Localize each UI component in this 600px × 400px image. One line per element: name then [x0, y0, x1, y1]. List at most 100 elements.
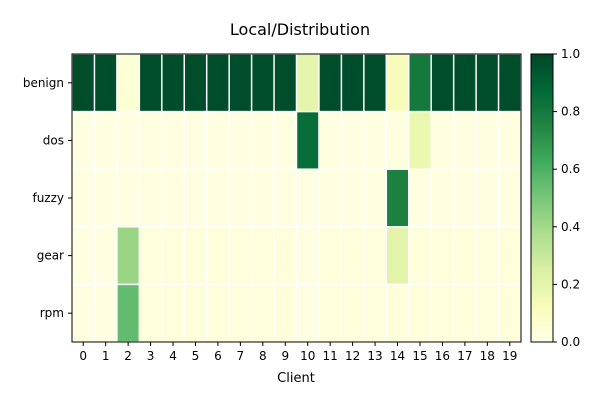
x-tick-label: 16: [435, 349, 450, 363]
y-tick-label: dos: [43, 133, 64, 147]
heatmap-cell: [476, 112, 498, 169]
heatmap-cell: [387, 169, 408, 227]
heatmap-cell: [364, 54, 386, 111]
x-axis-ticks: 0 1 2 3 4 5 6 7 8 9 10 11 12 13 14 15 16 17 18 19: [79, 342, 517, 363]
heatmap-cell: [72, 112, 94, 169]
heatmap-cell: [454, 169, 476, 227]
heatmap-cell: [387, 54, 408, 111]
x-tick-label: 7: [237, 349, 245, 363]
x-tick-label: 13: [367, 349, 382, 363]
heatmap-cell: [297, 54, 319, 111]
heatmap-cell: [252, 54, 274, 111]
colorbar-tick-label: 0.6: [561, 162, 580, 176]
heatmap-cell: [162, 169, 184, 227]
heatmap-cell: [95, 285, 117, 342]
heatmap-cell: [229, 227, 251, 284]
heatmap-cell: [252, 112, 274, 169]
heatmap-cell: [229, 112, 251, 169]
heatmap-cell: [387, 112, 408, 169]
heatmap-cell: [72, 169, 94, 227]
heatmap-cell: [229, 285, 251, 342]
heatmap-cell: [229, 169, 251, 227]
heatmap-cell: [409, 54, 431, 111]
x-tick-label: 6: [214, 349, 222, 363]
heatmap-cell: [364, 227, 386, 284]
heatmap-cell: [72, 54, 94, 111]
heatmap-cell: [140, 112, 162, 169]
heatmap-cell: [162, 54, 184, 111]
heatmap-cell: [95, 54, 117, 111]
heatmap-cell: [274, 227, 296, 284]
x-tick-label: 19: [502, 349, 517, 363]
heatmap-cell: [499, 54, 521, 111]
heatmap-cell: [117, 169, 139, 227]
colorbar: 0.0 0.2 0.4 0.6 0.8 1.0: [530, 47, 580, 349]
heatmap-cell: [140, 285, 162, 342]
heatmap-cell: [409, 285, 431, 342]
colorbar-gradient: [530, 53, 554, 343]
heatmap-cell: [319, 227, 341, 284]
x-tick-label: 0: [79, 349, 87, 363]
heatmap-cell: [162, 112, 184, 169]
colorbar-tick-label: 0.2: [561, 277, 580, 291]
heatmap-cell: [274, 112, 296, 169]
heatmap-cell: [274, 285, 296, 342]
x-tick-label: 3: [147, 349, 155, 363]
heatmap-cell: [274, 169, 296, 227]
heatmap-cell: [342, 54, 364, 111]
colorbar-tick-label: 0.0: [561, 335, 580, 349]
x-tick-label: 15: [412, 349, 427, 363]
heatmap-cell: [364, 112, 386, 169]
x-tick-label: 2: [124, 349, 132, 363]
heatmap-cell: [342, 227, 364, 284]
heatmap-cell: [95, 112, 117, 169]
heatmap-cell: [431, 227, 453, 284]
heatmap-cell: [499, 285, 521, 342]
heatmap-cell: [342, 169, 364, 227]
heatmap-cells: [72, 54, 521, 342]
heatmap-cell: [207, 285, 229, 342]
x-tick-label: 11: [323, 349, 338, 363]
x-tick-label: 14: [390, 349, 405, 363]
heatmap-cell: [454, 112, 476, 169]
x-tick-label: 10: [300, 349, 315, 363]
heatmap-cell: [476, 285, 498, 342]
x-tick-label: 9: [281, 349, 289, 363]
heatmap-cell: [95, 169, 117, 227]
heatmap-cell: [297, 112, 319, 169]
heatmap-cell: [162, 285, 184, 342]
heatmap-cell: [454, 285, 476, 342]
heatmap-cell: [476, 227, 498, 284]
heatmap-cell: [499, 227, 521, 284]
x-tick-label: 1: [102, 349, 110, 363]
heatmap-cell: [185, 169, 206, 227]
heatmap-cell: [117, 112, 139, 169]
heatmap-cell: [431, 112, 453, 169]
heatmap-cell: [364, 169, 386, 227]
heatmap-cell: [319, 112, 341, 169]
heatmap-cell: [207, 54, 229, 111]
heatmap-cell: [117, 285, 139, 342]
heatmap-cell: [185, 285, 206, 342]
heatmap-cell: [319, 54, 341, 111]
heatmap-cell: [252, 227, 274, 284]
heatmap-cell: [140, 169, 162, 227]
heatmap-cell: [162, 227, 184, 284]
chart-title: Local/Distribution: [230, 20, 370, 39]
heatmap-cell: [342, 112, 364, 169]
heatmap-cell: [117, 227, 139, 284]
heatmap-cell: [409, 112, 431, 169]
heatmap-cell: [431, 54, 453, 111]
heatmap-cell: [140, 54, 162, 111]
y-tick-label: gear: [37, 249, 64, 263]
heatmap-cell: [454, 227, 476, 284]
y-tick-label: benign: [23, 76, 64, 90]
colorbar-tick-label: 0.8: [561, 105, 580, 119]
x-tick-label: 4: [169, 349, 177, 363]
heatmap-cell: [185, 54, 206, 111]
heatmap-cell: [387, 285, 408, 342]
heatmap-cell: [409, 169, 431, 227]
heatmap-cell: [95, 227, 117, 284]
x-tick-label: 12: [345, 349, 360, 363]
heatmap-cell: [387, 227, 408, 284]
